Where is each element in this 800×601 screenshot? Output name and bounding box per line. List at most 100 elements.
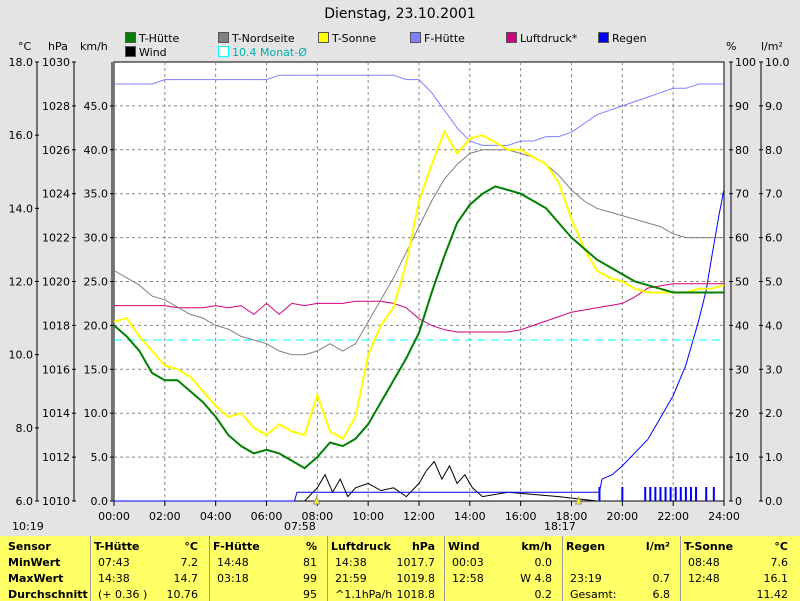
x-tick-label: 04:00 xyxy=(200,510,232,523)
tick-label-humidity: 30 xyxy=(735,363,749,376)
stats-cell: km/h xyxy=(521,540,552,553)
x-tick-label: 06:00 xyxy=(251,510,283,523)
stats-cell: 1019.8 xyxy=(396,572,436,585)
stats-cell: 03:18 xyxy=(217,572,249,585)
stats-cell: MinWert xyxy=(8,556,61,569)
sun-marker xyxy=(312,495,321,505)
tick-label-rain: 3.0 xyxy=(765,363,783,376)
stats-cell: 81 xyxy=(303,556,317,569)
stats-cell: 6.8 xyxy=(652,588,671,601)
tick-label-wind: 0.0 xyxy=(91,495,109,508)
series-line-regen xyxy=(114,189,725,502)
axis-unit-humidity: % xyxy=(726,40,737,53)
tick-label-wind: 40.0 xyxy=(84,144,109,157)
tick-label-humidity: 50 xyxy=(735,276,749,289)
legend-swatch xyxy=(125,32,136,43)
legend-swatch xyxy=(318,32,329,43)
x-tick-label: 14:00 xyxy=(454,510,486,523)
stats-divider xyxy=(209,536,210,601)
legend-swatch xyxy=(506,32,517,43)
legend-swatch xyxy=(218,32,229,43)
grid-lines xyxy=(114,62,724,501)
stats-cell: (+ 0.36 ) xyxy=(98,588,148,601)
tick-label-wind: 25.0 xyxy=(84,276,109,289)
axis-unit-temp: °C xyxy=(18,40,32,53)
stats-table: Sensor MinWert MaxWert Durchschnitt T-Hütte °… xyxy=(0,536,800,601)
tick-label-pressure: 1024 xyxy=(42,188,70,201)
stats-cell: 14:48 xyxy=(217,556,249,569)
tick-label-wind: 15.0 xyxy=(84,363,109,376)
tick-label-wind: 35.0 xyxy=(84,188,109,201)
tick-label-rain: 0.0 xyxy=(765,495,783,508)
stats-cell: 1018.8 xyxy=(396,588,436,601)
stats-cell: 23:19 xyxy=(570,572,602,585)
x-tick-label: 16:00 xyxy=(505,510,537,523)
tick-label-pressure: 1014 xyxy=(42,407,70,420)
stats-cell: 07:43 xyxy=(98,556,130,569)
legend-label: T-Nordseite xyxy=(232,32,295,45)
tick-label-rain: 8.0 xyxy=(765,144,783,157)
stats-cell: ^1.1hPa/h xyxy=(335,588,393,601)
stats-cell: 10.76 xyxy=(166,588,199,601)
tick-label-temp: 18.0 xyxy=(9,56,34,69)
stats-cell: Gesamt: xyxy=(570,588,617,601)
legend-item: 10.4 Monat-Ø xyxy=(218,46,307,59)
stats-divider xyxy=(444,536,445,601)
x-tick-label: 00:00 xyxy=(98,510,130,523)
legend-swatch xyxy=(218,46,229,57)
stats-cell: 00:03 xyxy=(452,556,484,569)
legend-label: T-Sonne xyxy=(332,32,377,45)
legend-item: T-Hütte xyxy=(125,32,179,45)
axis-unit-wind: km/h xyxy=(80,40,108,53)
tick-label-humidity: 80 xyxy=(735,144,749,157)
tick-label-pressure: 1016 xyxy=(42,363,70,376)
legend-swatch xyxy=(598,32,609,43)
tick-label-pressure: 1012 xyxy=(42,451,70,464)
stats-cell: 08:48 xyxy=(688,556,720,569)
legend-swatch xyxy=(125,46,136,57)
stats-cell: Regen xyxy=(566,540,606,553)
chart-title: Dienstag, 23.10.2001 xyxy=(324,6,476,22)
legend-item: Wind xyxy=(125,46,167,59)
stats-cell: °C xyxy=(184,540,198,553)
series-line-f-h-tte xyxy=(114,74,724,146)
tick-label-humidity: 40 xyxy=(735,319,749,332)
stats-cell: 0.0 xyxy=(534,556,553,569)
legend-item: T-Sonne xyxy=(318,32,376,45)
tick-label-temp: 10.0 xyxy=(9,349,34,362)
stats-cell: 7.6 xyxy=(770,556,789,569)
stats-divider xyxy=(680,536,681,601)
legend-label: 10.4 Monat-Ø xyxy=(232,46,307,59)
sun-marker xyxy=(574,495,583,505)
tick-label-wind: 5.0 xyxy=(91,451,109,464)
stats-divider xyxy=(90,536,91,601)
legend-item: T-Nordseite xyxy=(218,32,295,45)
stats-cell: Sensor xyxy=(8,540,51,553)
stats-cell: hPa xyxy=(411,540,435,553)
tick-label-temp: 12.0 xyxy=(9,276,34,289)
stats-cell: 16.1 xyxy=(763,572,789,585)
weather-chart: 18.016.014.012.010.08.06.010301028102610… xyxy=(9,56,790,523)
series-line-luftdruck- xyxy=(114,283,724,333)
stats-cell: T-Sonne xyxy=(684,540,734,553)
tick-label-temp: 8.0 xyxy=(16,422,34,435)
stats-cell: W 4.8 xyxy=(520,572,552,585)
tick-label-humidity: 20 xyxy=(735,407,749,420)
stats-cell: Wind xyxy=(448,540,480,553)
tick-label-rain: 7.0 xyxy=(765,188,783,201)
x-tick-label: 24:00 xyxy=(708,510,740,523)
tick-label-humidity: 0 xyxy=(735,495,742,508)
tick-label-wind: 30.0 xyxy=(84,232,109,245)
x-tick-label: 20:00 xyxy=(606,510,638,523)
left-time-label: 10:19 xyxy=(12,520,44,533)
x-tick-label: 02:00 xyxy=(149,510,181,523)
stats-cell: 14:38 xyxy=(335,556,367,569)
tick-label-pressure: 1020 xyxy=(42,276,70,289)
stats-cell: 21:59 xyxy=(335,572,367,585)
series-line-t-nordseite xyxy=(113,149,724,356)
stats-divider xyxy=(327,536,328,601)
x-tick-label: 18:00 xyxy=(556,510,588,523)
tick-label-pressure: 1022 xyxy=(42,232,70,245)
stats-cell: T-Hütte xyxy=(94,540,140,553)
legend-item: Regen xyxy=(598,32,647,45)
